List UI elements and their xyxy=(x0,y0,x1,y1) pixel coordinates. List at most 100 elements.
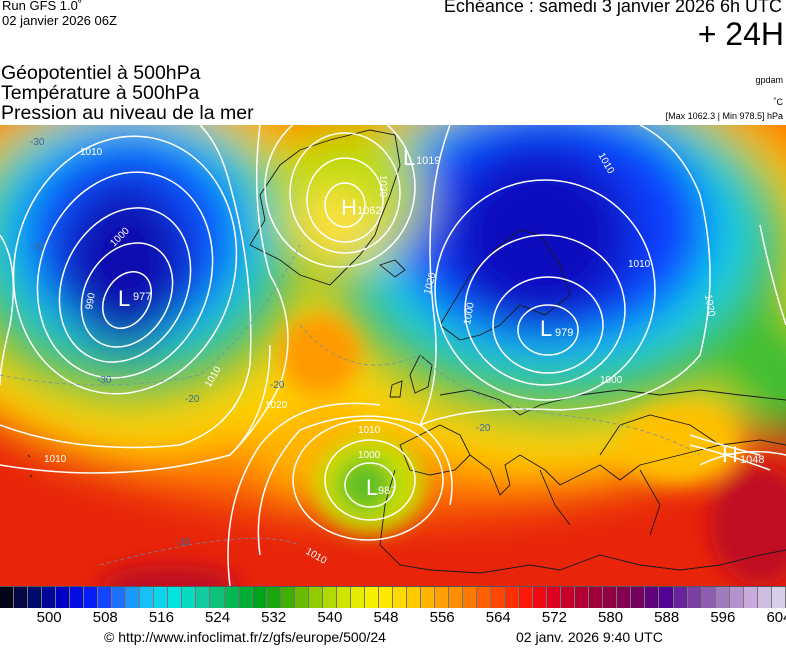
isobar-label: 1020 xyxy=(265,400,288,411)
colorbar-cell xyxy=(280,587,295,608)
isobar-label: 1020 xyxy=(702,294,717,318)
svg-text:H: H xyxy=(341,195,357,220)
colorbar-cell xyxy=(182,587,197,608)
svg-text:1062: 1062 xyxy=(357,205,381,217)
colorbar-tick-label: 508 xyxy=(92,609,118,626)
colorbar-cell xyxy=(168,587,183,608)
colorbar-cell xyxy=(589,587,604,608)
isobar-label: 1010 xyxy=(80,147,103,158)
svg-text:1019: 1019 xyxy=(416,155,440,167)
isotherm-labels: -30 -30 -30 -20 -20 -20 -10 xyxy=(30,137,491,548)
isobar-label: 1010 xyxy=(628,259,651,270)
geopotential-field xyxy=(0,125,786,586)
run-date: 02 janvier 2026 06Z xyxy=(2,13,117,28)
isotherm-label: -30 xyxy=(30,137,45,148)
colorbar-tick-label: 596 xyxy=(710,609,736,626)
colorbar-cell xyxy=(771,587,786,608)
run-info: Run GFS 1.0˚ 02 janvier 2026 06Z xyxy=(2,0,117,28)
isotherm-label: -10 xyxy=(176,537,191,548)
colorbar-cell xyxy=(140,587,155,608)
isobar-label: 1000 xyxy=(600,375,623,386)
colorbar-cell xyxy=(547,587,562,608)
isobar-label: 1030 xyxy=(377,175,388,198)
low-center: L 987 xyxy=(366,475,396,500)
isobar-label: 1000 xyxy=(462,301,477,325)
title-temperature: Température à 500hPa xyxy=(1,82,200,104)
colorbar-cell xyxy=(603,587,618,608)
colorbar-cell xyxy=(491,587,506,608)
colorbar-tick-label: 580 xyxy=(598,609,624,626)
colorbar-cell xyxy=(631,587,646,608)
colorbar-tick-label: 540 xyxy=(317,609,343,626)
colorbar-cell xyxy=(673,587,688,608)
colorbar-cell xyxy=(519,587,534,608)
isotherm-label: -30 xyxy=(97,375,112,386)
title-pressure: Pression au niveau de la mer xyxy=(1,102,254,124)
svg-text:L: L xyxy=(118,286,130,311)
svg-text:977: 977 xyxy=(133,291,151,303)
colorbar-cell xyxy=(743,587,758,608)
title-geopotential: Géopotentiel à 500hPa xyxy=(1,62,201,84)
pressure-range: [Max 1062.3 | Min 978.5] hPa xyxy=(665,111,783,121)
colorbar-cell xyxy=(729,587,744,608)
source-url[interactable]: © http://www.infoclimat.fr/z/gfs/europe/… xyxy=(104,629,386,645)
colorbar-cell xyxy=(449,587,464,608)
colorbar-cell xyxy=(308,587,323,608)
svg-text:979: 979 xyxy=(555,327,573,339)
colorbar-cell xyxy=(294,587,309,608)
high-center: H 1062 xyxy=(341,195,381,220)
colorbar-tick-label: 572 xyxy=(541,609,567,626)
colorbar-tick-label: 500 xyxy=(36,609,62,626)
colorbar-cell xyxy=(126,587,141,608)
svg-text:L: L xyxy=(403,145,415,170)
colorbar-cell xyxy=(701,587,716,608)
colorbar-cell xyxy=(70,587,85,608)
unit-geopotential: gpdam xyxy=(755,75,783,85)
isotherms xyxy=(0,244,701,566)
colorbar-cell xyxy=(322,587,337,608)
forecast-time: Echéance : samedi 3 janvier 2026 6h UTC xyxy=(443,0,782,16)
colorbar-cell xyxy=(266,587,281,608)
colorbar-cell xyxy=(336,587,351,608)
run-model: Run GFS 1.0˚ xyxy=(2,0,83,13)
unit-temperature: ˚C xyxy=(773,97,784,107)
svg-text:H: H xyxy=(722,442,738,467)
colorbar-tick-label: 588 xyxy=(654,609,680,626)
colorbar-cell xyxy=(687,587,702,608)
colorbar-cell xyxy=(224,587,239,608)
svg-text:L: L xyxy=(366,475,378,500)
svg-text:L: L xyxy=(540,316,552,341)
colorbar-cell xyxy=(364,587,379,608)
colorbar-cell xyxy=(42,587,57,608)
geopotential-colorbar xyxy=(0,586,786,608)
colorbar-cell xyxy=(659,587,674,608)
colorbar-cell xyxy=(252,587,267,608)
low-center: L 979 xyxy=(540,316,573,341)
isotherm-label: -20 xyxy=(185,394,200,405)
colorbar-cell xyxy=(98,587,113,608)
colorbar-cell xyxy=(14,587,29,608)
colorbar-tick-label: 548 xyxy=(373,609,399,626)
isotherm-label: -20 xyxy=(476,423,491,434)
colorbar-cell xyxy=(196,587,211,608)
colorbar-cell xyxy=(757,587,772,608)
pressure-centers: L 977 H 1062 L 1019 L 979 H 1048 L 987 xyxy=(118,145,764,500)
colorbar-cell xyxy=(238,587,253,608)
colorbar-cell xyxy=(378,587,393,608)
colorbar-cell xyxy=(154,587,169,608)
colorbar-cell xyxy=(84,587,99,608)
colorbar-tick-label: 604 xyxy=(766,609,786,626)
isobar-label: 1000 xyxy=(358,450,381,461)
colorbar-tick-label: 564 xyxy=(485,609,511,626)
isotherm-label: -20 xyxy=(270,380,285,391)
isobars xyxy=(0,125,786,586)
lead-time: + 24H xyxy=(697,16,784,52)
colorbar-cell xyxy=(0,587,15,608)
colorbar-cell xyxy=(406,587,421,608)
colorbar-cell xyxy=(56,587,71,608)
isobar-label: 1010 xyxy=(44,454,67,465)
weather-map: 1010 1000 990 1030 1020 1010 1000 1010 1… xyxy=(0,125,786,586)
colorbar-cell xyxy=(350,587,365,608)
colorbar-cell xyxy=(434,587,449,608)
generated-time: 02 janv. 2026 9:40 UTC xyxy=(516,629,663,645)
